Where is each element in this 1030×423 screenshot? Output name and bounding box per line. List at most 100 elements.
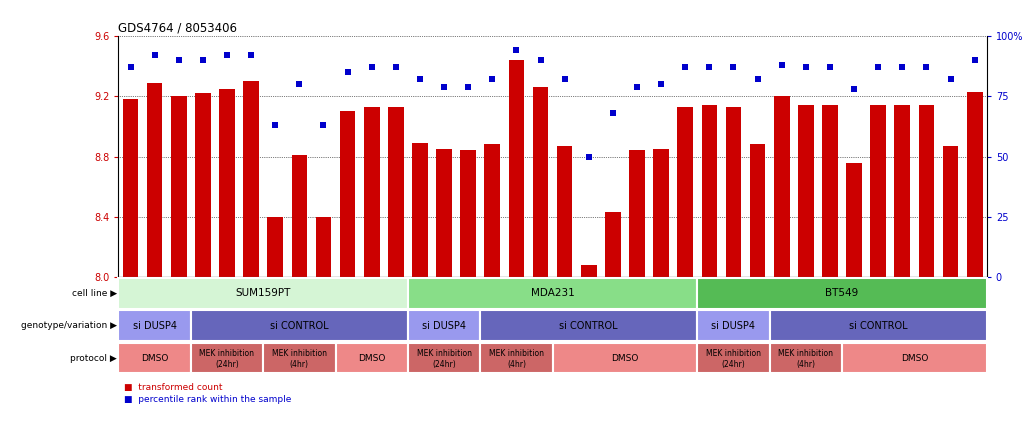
Bar (123, 99, 138, 277)
Text: si CONTROL: si CONTROL (270, 321, 329, 331)
Point (339, 69, 355, 76)
Bar (364, 107, 379, 277)
Bar (118, 278, 408, 308)
Bar (605, 212, 621, 277)
Point (364, 64, 380, 71)
Point (942, 76, 959, 83)
Bar (460, 151, 476, 277)
Bar (412, 143, 427, 277)
Text: ■  percentile rank within the sample: ■ percentile rank within the sample (124, 395, 291, 404)
Bar (769, 343, 842, 374)
Bar (533, 87, 548, 277)
Text: MEK inhibition: MEK inhibition (200, 349, 254, 358)
Bar (822, 105, 837, 277)
Bar (697, 278, 987, 308)
Text: MEK inhibition: MEK inhibition (706, 349, 761, 358)
Text: si CONTROL: si CONTROL (559, 321, 618, 331)
Bar (726, 107, 742, 277)
Point (774, 61, 790, 68)
Text: MEK inhibition: MEK inhibition (779, 349, 833, 358)
Text: MEK inhibition: MEK inhibition (272, 349, 327, 358)
Text: (4hr): (4hr) (507, 360, 526, 369)
Bar (219, 89, 235, 277)
Bar (480, 310, 697, 341)
Bar (118, 310, 191, 341)
Point (605, 110, 621, 116)
Point (653, 81, 670, 88)
Bar (484, 144, 501, 277)
Bar (769, 310, 987, 341)
Text: DMSO: DMSO (611, 354, 639, 363)
Bar (408, 278, 697, 308)
Point (508, 47, 524, 54)
Bar (942, 146, 958, 277)
Text: GDS4764 / 8053406: GDS4764 / 8053406 (118, 22, 238, 35)
Point (171, 57, 187, 63)
Bar (408, 343, 480, 374)
Bar (870, 105, 886, 277)
Bar (437, 149, 452, 277)
Bar (581, 265, 596, 277)
Point (822, 64, 838, 71)
Bar (340, 111, 355, 277)
Point (484, 76, 501, 83)
Point (218, 52, 235, 59)
Bar (291, 155, 307, 277)
Bar (147, 82, 163, 277)
Bar (894, 105, 911, 277)
Point (556, 76, 573, 83)
Bar (336, 343, 408, 374)
Point (725, 64, 742, 71)
Text: (24hr): (24hr) (215, 360, 239, 369)
Bar (847, 162, 862, 277)
Point (966, 57, 983, 63)
Bar (919, 105, 934, 277)
Text: si CONTROL: si CONTROL (849, 321, 907, 331)
Point (870, 64, 887, 71)
Bar (268, 217, 283, 277)
Bar (678, 107, 693, 277)
Bar (774, 96, 790, 277)
Point (243, 52, 260, 59)
Bar (388, 107, 404, 277)
Bar (315, 217, 332, 277)
Bar (557, 146, 573, 277)
Bar (697, 343, 769, 374)
Bar (243, 81, 259, 277)
Text: DMSO: DMSO (358, 354, 385, 363)
Point (701, 64, 718, 71)
Text: DMSO: DMSO (141, 354, 168, 363)
Point (267, 122, 283, 129)
Point (918, 64, 934, 71)
Point (387, 64, 404, 71)
Point (412, 76, 428, 83)
Point (436, 83, 452, 90)
Bar (195, 93, 211, 277)
Text: si DUSP4: si DUSP4 (712, 321, 755, 331)
Point (195, 57, 211, 63)
Point (460, 83, 477, 90)
Bar (653, 149, 668, 277)
Point (146, 52, 163, 59)
Text: MEK inhibition: MEK inhibition (416, 349, 472, 358)
Text: SUM159PT: SUM159PT (236, 288, 290, 298)
Bar (408, 310, 480, 341)
Bar (750, 144, 765, 277)
Point (750, 76, 766, 83)
Text: (4hr): (4hr) (289, 360, 309, 369)
Text: ■  transformed count: ■ transformed count (124, 382, 222, 392)
Text: cell line ▶: cell line ▶ (72, 289, 117, 298)
Point (123, 64, 139, 71)
Text: si DUSP4: si DUSP4 (133, 321, 176, 331)
Text: (4hr): (4hr) (796, 360, 816, 369)
Bar (191, 343, 263, 374)
Point (581, 153, 597, 160)
Bar (701, 105, 717, 277)
Text: si DUSP4: si DUSP4 (422, 321, 466, 331)
Point (846, 85, 862, 92)
Bar (967, 92, 983, 277)
Point (628, 83, 645, 90)
Point (533, 57, 549, 63)
Bar (552, 343, 697, 374)
Point (797, 64, 814, 71)
